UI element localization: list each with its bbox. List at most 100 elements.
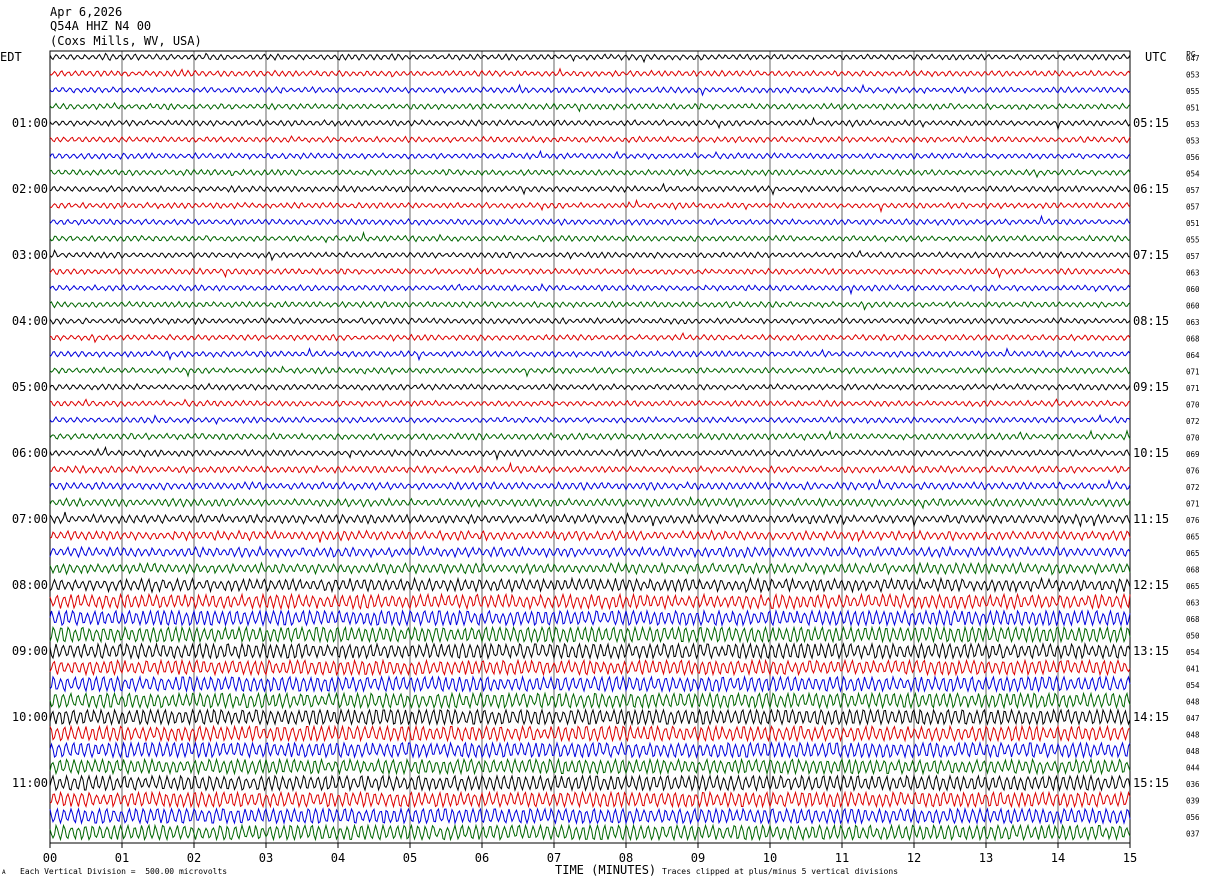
seismic-trace	[49, 116, 1131, 131]
seismic-trace	[49, 461, 1131, 475]
right-timezone-label: UTC	[1145, 50, 1167, 64]
trace-value-label: 051	[1186, 104, 1200, 113]
seismic-trace	[49, 282, 1131, 296]
trace-value-label: 063	[1186, 269, 1200, 278]
trace-value-label: 036	[1186, 780, 1200, 789]
trace-value-label: 051	[1186, 219, 1200, 228]
seismic-trace	[49, 267, 1131, 279]
seismic-trace	[49, 724, 1131, 743]
left-hour-label: 02:00	[12, 182, 48, 196]
seismic-trace	[49, 561, 1131, 576]
trace-value-label: 068	[1186, 615, 1200, 624]
trace-value-label: 047	[1186, 714, 1200, 723]
trace-value-label: 048	[1186, 698, 1200, 707]
seismic-trace	[49, 625, 1131, 644]
header-location: (Coxs Mills, WV, USA)	[50, 34, 202, 48]
trace-value-label: 054	[1186, 681, 1200, 690]
left-hour-label: 07:00	[12, 512, 48, 526]
seismic-trace	[49, 592, 1131, 611]
trace-value-label: 037	[1186, 830, 1200, 839]
trace-value-label: 060	[1186, 302, 1200, 311]
seismic-trace	[49, 101, 1131, 113]
trace-value-label: 060	[1186, 285, 1200, 294]
minute-tick-label: 03	[259, 851, 273, 865]
trace-value-label: 068	[1186, 566, 1200, 575]
left-hour-label: 03:00	[12, 248, 48, 262]
trace-value-label: 053	[1186, 71, 1200, 80]
seismic-trace	[49, 365, 1131, 378]
right-hour-label: 10:15	[1133, 446, 1169, 460]
trace-value-label: 057	[1186, 203, 1200, 212]
trace-value-label: 039	[1186, 797, 1200, 806]
seismic-trace	[49, 83, 1131, 97]
left-hour-label: 08:00	[12, 578, 48, 592]
trace-value-label: 065	[1186, 549, 1200, 558]
minute-tick-label: 08	[619, 851, 633, 865]
right-column-label: PG	[1186, 50, 1196, 59]
seismic-trace	[49, 823, 1131, 842]
right-hour-label: 06:15	[1133, 182, 1169, 196]
right-hour-label: 05:15	[1133, 116, 1169, 130]
seismic-trace	[49, 347, 1131, 362]
trace-value-label: 057	[1186, 186, 1200, 195]
seismic-trace	[49, 511, 1131, 528]
minute-tick-label: 00	[43, 851, 57, 865]
seismic-trace	[49, 230, 1131, 244]
minute-tick-label: 07	[547, 851, 561, 865]
right-hour-label: 09:15	[1133, 380, 1169, 394]
seismic-trace	[49, 168, 1131, 179]
seismic-trace	[49, 445, 1131, 461]
minute-tick-label: 09	[691, 851, 705, 865]
seismic-trace	[49, 331, 1131, 344]
seismic-trace	[49, 214, 1131, 227]
clip-note: Traces clipped at plus/minus 5 vertical …	[662, 867, 899, 876]
seismic-trace	[49, 198, 1131, 214]
seismic-trace	[49, 529, 1131, 543]
seismic-trace	[49, 609, 1131, 627]
right-hour-label: 14:15	[1133, 710, 1169, 724]
seismic-trace	[49, 249, 1131, 262]
minute-tick-label: 04	[331, 851, 345, 865]
seismic-trace	[49, 182, 1131, 196]
seismic-trace	[49, 545, 1131, 559]
seismic-trace	[49, 708, 1131, 726]
left-timezone-label: EDT	[0, 50, 22, 64]
seismic-trace	[49, 429, 1131, 442]
trace-value-label: 076	[1186, 467, 1200, 476]
right-hour-label: 11:15	[1133, 512, 1169, 526]
header-station: Q54A HHZ N4 00	[50, 19, 152, 33]
trace-value-label: 071	[1186, 368, 1200, 377]
trace-value-label: 070	[1186, 434, 1200, 443]
seismic-trace	[49, 642, 1131, 660]
seismic-trace	[49, 398, 1131, 408]
trace-value-label: 069	[1186, 450, 1200, 459]
trace-value-label: 048	[1186, 731, 1200, 740]
seismic-trace	[49, 757, 1131, 776]
seismic-trace	[49, 413, 1131, 426]
minute-tick-label: 02	[187, 851, 201, 865]
trace-value-label: 041	[1186, 665, 1200, 674]
left-hour-label: 06:00	[12, 446, 48, 460]
minute-tick-label: 01	[115, 851, 129, 865]
minute-tick-label: 06	[475, 851, 489, 865]
trace-value-label: 054	[1186, 648, 1200, 657]
left-hour-label: 04:00	[12, 314, 48, 328]
trace-value-label: 065	[1186, 582, 1200, 591]
trace-value-label: 076	[1186, 516, 1200, 525]
trace-value-label: 064	[1186, 351, 1200, 360]
seismic-trace	[49, 807, 1131, 825]
trace-value-label: 072	[1186, 483, 1200, 492]
left-hour-label: 09:00	[12, 644, 48, 658]
trace-value-label: 050	[1186, 632, 1200, 641]
minute-tick-label: 14	[1051, 851, 1065, 865]
right-hour-label: 15:15	[1133, 776, 1169, 790]
minute-tick-label: 11	[835, 851, 849, 865]
left-hour-label: 10:00	[12, 710, 48, 724]
trace-value-label: 055	[1186, 87, 1200, 96]
trace-value-label: 048	[1186, 747, 1200, 756]
minute-tick-label: 15	[1123, 851, 1137, 865]
trace-value-label: 071	[1186, 384, 1200, 393]
footer-mark: A	[2, 869, 6, 876]
seismic-trace	[49, 300, 1131, 311]
